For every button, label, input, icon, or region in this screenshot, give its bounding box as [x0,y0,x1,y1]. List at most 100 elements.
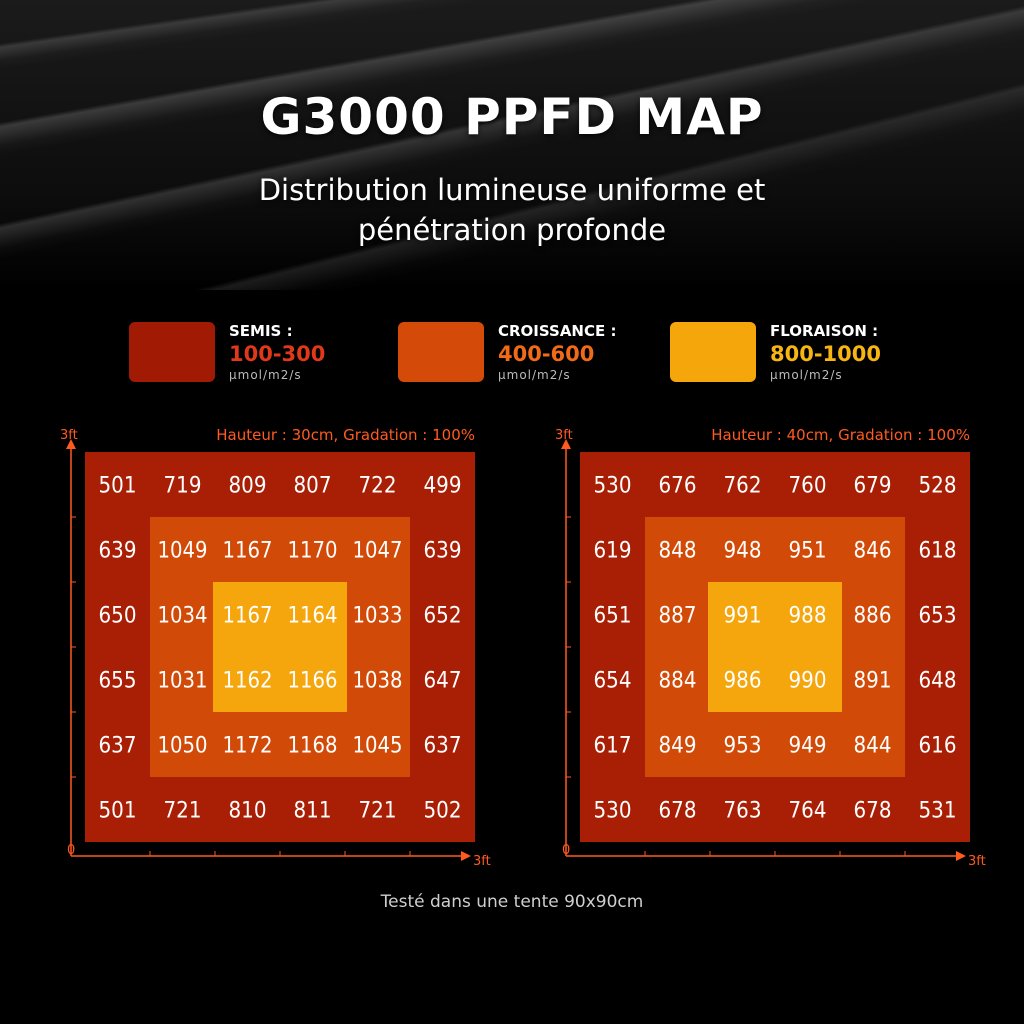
cell-value: 988 [789,604,827,629]
test-caption: Testé dans une tente 90x90cm [380,892,644,912]
cell-value: 1170 [288,539,338,564]
y-axis-label: 3ft [60,428,78,443]
cell-value: 953 [724,734,762,759]
cell-value: 948 [724,539,762,564]
cell-value: 949 [789,734,827,759]
subtitle-line-2: pénétration profonde [357,213,667,247]
cell-value: 891 [854,669,892,694]
legend-unit-croissance: μmol/m2/s [498,368,571,382]
legend-range-croissance: 400-600 [498,342,595,366]
cell-value: 844 [854,734,892,759]
legend-swatch-croissance [398,322,484,382]
x-axis-label: 3ft [473,854,491,869]
chart-title: Hauteur : 40cm, Gradation : 100% [711,426,970,444]
cell-value: 1164 [288,604,338,629]
cell-value: 1050 [158,734,208,759]
cell-value: 637 [424,734,462,759]
legend-unit-semis: μmol/m2/s [229,368,302,382]
legend-unit-floraison: μmol/m2/s [770,368,843,382]
cell-value: 499 [424,474,462,499]
cell-value: 1162 [223,669,273,694]
cell-value: 530 [594,474,632,499]
x-axis-arrow [461,851,471,861]
cell-value: 719 [164,474,202,499]
cell-value: 618 [919,539,957,564]
y-axis-label: 3ft [555,428,573,443]
cell-value: 678 [854,799,892,824]
cell-value: 1167 [223,604,273,629]
legend-range-floraison: 800-1000 [770,342,881,366]
cell-value: 721 [359,799,397,824]
cell-value: 810 [229,799,267,824]
cell-value: 655 [99,669,137,694]
cell-value: 760 [789,474,827,499]
cell-value: 990 [789,669,827,694]
cell-value: 849 [659,734,697,759]
grow-light-banner [0,0,1024,290]
cell-value: 1034 [158,604,208,629]
cell-value: 502 [424,799,462,824]
cell-value: 647 [424,669,462,694]
x-axis-label: 3ft [968,854,986,869]
cell-value: 764 [789,799,827,824]
cell-value: 721 [164,799,202,824]
cell-value: 846 [854,539,892,564]
cell-value: 1038 [353,669,403,694]
legend-label-croissance: CROISSANCE : [498,322,617,340]
subtitle-line-1: Distribution lumineuse uniforme et [258,173,766,207]
ppfd-map-40cm: 3ft 3ft 0 Hauteur : 40cm, Gradation : 100% 5… [555,426,986,869]
cell-value: 619 [594,539,632,564]
ppfd-map-30cm: 3ft 3ft 0 Hauteur : 30cm, Gradation : 100% 5… [60,426,491,869]
cell-value: 1168 [288,734,338,759]
cell-value: 722 [359,474,397,499]
y-axis-arrow [561,439,571,449]
legend-label-semis: SEMIS : [229,322,293,340]
cell-value: 807 [294,474,332,499]
zone-inner [708,582,842,712]
cell-value: 986 [724,669,762,694]
cell-value: 1033 [353,604,403,629]
cell-value: 639 [99,539,137,564]
cell-value: 501 [99,474,137,499]
cell-value: 763 [724,799,762,824]
cell-value: 678 [659,799,697,824]
cell-value: 617 [594,734,632,759]
cell-value: 653 [919,604,957,629]
cell-value: 1166 [288,669,338,694]
origin-label: 0 [67,843,75,858]
cell-value: 616 [919,734,957,759]
cell-value: 886 [854,604,892,629]
cell-value: 639 [424,539,462,564]
page-title: G3000 PPFD MAP [260,88,764,146]
origin-label: 0 [562,843,570,858]
page-subtitle: Distribution lumineuse uniforme et pénét… [0,170,1024,250]
cell-value: 650 [99,604,137,629]
cell-value: 884 [659,669,697,694]
cell-value: 531 [919,799,957,824]
cell-value: 809 [229,474,267,499]
legend-swatch-semis [129,322,215,382]
cell-value: 1172 [223,734,273,759]
cell-value: 676 [659,474,697,499]
cell-value: 1049 [158,539,208,564]
cell-value: 762 [724,474,762,499]
cell-value: 651 [594,604,632,629]
cell-value: 887 [659,604,697,629]
cell-value: 1045 [353,734,403,759]
cell-value: 811 [294,799,332,824]
cell-value: 652 [424,604,462,629]
cell-value: 991 [724,604,762,629]
y-axis-arrow [66,439,76,449]
cell-value: 848 [659,539,697,564]
cell-value: 530 [594,799,632,824]
cell-value: 648 [919,669,957,694]
cell-value: 1047 [353,539,403,564]
zone-inner [213,582,347,712]
cell-value: 501 [99,799,137,824]
cell-value: 1031 [158,669,208,694]
cell-value: 654 [594,669,632,694]
legend-swatch-floraison [670,322,756,382]
cell-value: 528 [919,474,957,499]
cell-value: 679 [854,474,892,499]
legend-label-floraison: FLORAISON : [770,322,879,340]
